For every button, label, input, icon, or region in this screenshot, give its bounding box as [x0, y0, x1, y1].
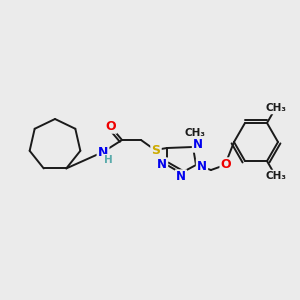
Text: CH₃: CH₃ [265, 103, 286, 113]
Text: O: O [106, 119, 116, 133]
Text: CH₃: CH₃ [184, 128, 206, 138]
Text: N: N [197, 160, 207, 172]
Text: N: N [193, 139, 203, 152]
Text: N: N [98, 146, 108, 158]
Text: N: N [176, 170, 186, 184]
Text: O: O [221, 158, 231, 172]
Text: N: N [157, 158, 167, 172]
Text: CH₃: CH₃ [265, 171, 286, 181]
Text: S: S [152, 143, 160, 157]
Text: H: H [103, 155, 112, 165]
